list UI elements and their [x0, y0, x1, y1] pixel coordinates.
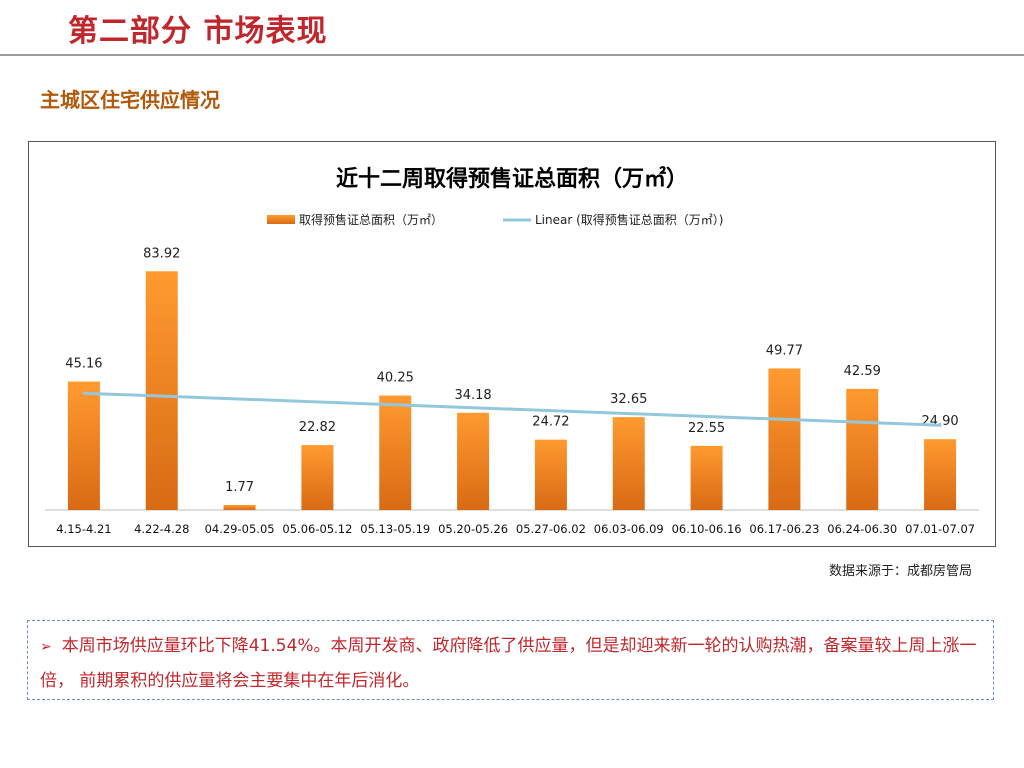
bar: [846, 388, 879, 510]
bar: [379, 395, 412, 510]
section-title: 主城区住宅供应情况: [40, 88, 220, 112]
x-tick-label: 4.15-4.21: [56, 522, 111, 536]
bar: [145, 271, 178, 510]
data-label: 24.90: [921, 414, 958, 429]
data-label: 34.18: [454, 388, 491, 403]
x-tick-label: 06.03-06.09: [594, 522, 664, 536]
data-label: 42.59: [844, 364, 881, 379]
bar: [301, 445, 334, 510]
chart-title: 近十二周取得预售证总面积（万㎡）: [336, 166, 688, 192]
bar: [457, 412, 490, 510]
x-tick-label: 05.06-05.12: [282, 522, 352, 536]
bar-chart: 近十二周取得预售证总面积（万㎡） 取得预售证总面积（万㎡） Linear (取得…: [45, 166, 979, 536]
x-tick-label: 07.01-07.07: [905, 522, 975, 536]
x-tick-label: 06.17-06.23: [749, 522, 819, 536]
title-divider: [0, 54, 1024, 56]
data-label: 45.16: [65, 357, 102, 372]
bar: [690, 445, 723, 510]
summary-text: 本周市场供应量环比下降41.54%。本周开发商、政府降低了供应量，但是却迎来新一…: [40, 636, 977, 691]
bar: [612, 417, 645, 510]
data-label: 83.92: [143, 246, 180, 261]
legend-label-trendline: Linear (取得预售证总面积（万㎡）): [535, 212, 723, 227]
arrow-bullet-icon: ➢: [40, 639, 52, 655]
x-tick-label: 06.10-06.16: [672, 522, 742, 536]
bar: [534, 439, 567, 510]
data-label: 49.77: [766, 343, 803, 358]
x-tick-label: 05.13-05.19: [360, 522, 430, 536]
bar: [67, 381, 100, 510]
x-tick-label: 05.27-06.02: [516, 522, 586, 536]
data-label: 22.82: [299, 420, 336, 435]
data-label: 40.25: [377, 371, 414, 386]
x-tick-label: 4.22-4.28: [134, 522, 189, 536]
legend-label-bars: 取得预售证总面积（万㎡）: [299, 212, 443, 227]
data-source-note: 数据来源于：成都房管局: [828, 564, 972, 579]
data-label: 22.55: [688, 421, 725, 436]
bar: [768, 368, 801, 510]
slide-title: 第二部分 市场表现: [68, 14, 328, 49]
legend-swatch-bars: [267, 215, 295, 224]
data-label: 1.77: [225, 480, 254, 495]
chart-legend: 取得预售证总面积（万㎡） Linear (取得预售证总面积（万㎡）): [267, 212, 723, 227]
x-tick-label: 06.24-06.30: [827, 522, 897, 536]
summary-note: ➢ 本周市场供应量环比下降41.54%。本周开发商、政府降低了供应量，但是却迎来新…: [27, 620, 994, 700]
data-label: 24.72: [532, 415, 569, 430]
x-tick-label: 05.20-05.26: [438, 522, 508, 536]
bar: [223, 504, 256, 510]
trendline: [82, 391, 942, 427]
x-tick-label: 04.29-05.05: [205, 522, 275, 536]
data-label: 32.65: [610, 392, 647, 407]
bar: [924, 439, 957, 510]
chart-container: 近十二周取得预售证总面积（万㎡） 取得预售证总面积（万㎡） Linear (取得…: [28, 141, 996, 547]
